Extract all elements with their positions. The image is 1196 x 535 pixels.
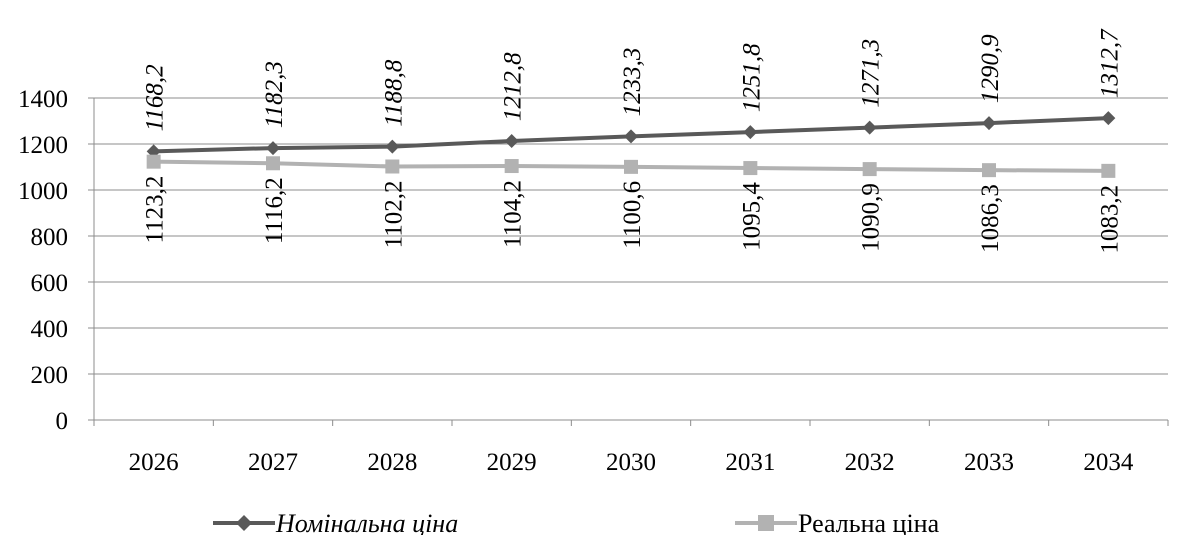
series-0-point-5 — [743, 125, 758, 140]
series-layer — [146, 111, 1116, 178]
x-tick-2033: 2033 — [964, 449, 1014, 476]
label-nominal-6: 1271,3 — [858, 39, 885, 108]
data-labels: 1168,2 1182,3 1188,8 1212,8 1233,3 1251,8 1271… — [142, 28, 1124, 254]
y-tick-1400: 1400 — [18, 86, 68, 113]
label-real-5: 1095,4 — [738, 182, 765, 251]
x-tick-2031: 2031 — [725, 449, 775, 476]
legend-label-real: Реальна ціна — [798, 509, 940, 535]
series-1-point-8 — [1101, 163, 1116, 178]
series-0-point-2 — [385, 139, 400, 154]
y-tick-800: 800 — [31, 224, 69, 251]
series-1-point-4 — [624, 159, 638, 174]
label-nominal-2: 1188,8 — [380, 59, 407, 126]
series-1-point-7 — [982, 163, 996, 178]
y-tick-200: 200 — [31, 362, 69, 389]
label-real-8: 1083,2 — [1096, 185, 1123, 254]
y-tick-1200: 1200 — [18, 132, 68, 159]
x-axis-ticks: 2026 2027 2028 2029 2030 2031 2032 2033 2034 — [129, 449, 1134, 476]
label-real-2: 1102,2 — [380, 180, 407, 248]
series-0-point-1 — [266, 141, 280, 156]
series-1-point-2 — [385, 159, 400, 174]
x-tick-2030: 2030 — [606, 449, 656, 476]
series-0-point-3 — [504, 134, 519, 149]
x-tick-2029: 2029 — [487, 449, 537, 476]
label-real-1: 1116,2 — [261, 177, 288, 244]
series-0-point-7 — [982, 116, 996, 131]
series-0-point-8 — [1101, 111, 1116, 126]
y-tick-400: 400 — [31, 316, 69, 343]
label-nominal-4: 1233,3 — [619, 48, 646, 117]
label-nominal-3: 1212,8 — [500, 52, 527, 121]
label-nominal-1: 1182,3 — [261, 61, 288, 128]
x-tick-2032: 2032 — [845, 449, 895, 476]
label-real-0: 1123,2 — [142, 176, 169, 244]
label-nominal-7: 1290,9 — [977, 34, 1004, 103]
series-1-point-6 — [862, 162, 877, 177]
y-tick-600: 600 — [31, 270, 69, 297]
x-tick-2034: 2034 — [1083, 449, 1134, 476]
label-nominal-0: 1168,2 — [142, 64, 169, 131]
series-0-point-6 — [862, 120, 877, 135]
legend-label-nominal: Номінальна ціна — [275, 509, 458, 535]
legend: Номінальна ціна Реальна ціна — [213, 509, 940, 535]
label-real-7: 1086,3 — [977, 184, 1004, 253]
y-axis-ticks: 0 200 400 600 800 1000 1200 1400 — [18, 86, 68, 435]
series-0-point-4 — [624, 129, 638, 144]
x-tick-2028: 2028 — [367, 449, 417, 476]
x-tick-2026: 2026 — [129, 449, 179, 476]
series-1-point-5 — [743, 161, 758, 176]
label-nominal-5: 1251,8 — [738, 43, 765, 112]
series-1-point-3 — [504, 159, 519, 174]
legend-marker-nominal — [236, 515, 252, 531]
label-nominal-8: 1312,7 — [1096, 28, 1123, 98]
label-real-6: 1090,9 — [858, 183, 885, 252]
y-tick-1000: 1000 — [18, 178, 68, 205]
label-real-4: 1100,6 — [619, 181, 646, 249]
legend-marker-real — [758, 515, 774, 531]
x-tick-2027: 2027 — [248, 449, 298, 476]
series-1-point-0 — [146, 154, 161, 169]
y-tick-0: 0 — [56, 408, 69, 435]
label-real-3: 1104,2 — [500, 180, 527, 248]
axes — [88, 97, 1169, 426]
series-1-point-1 — [266, 156, 280, 171]
